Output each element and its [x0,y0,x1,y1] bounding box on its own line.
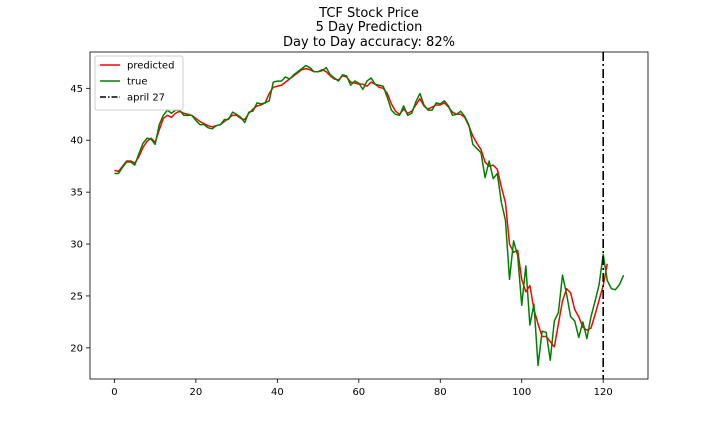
x-tick-label: 0 [111,387,117,398]
chart-title-line-2: 5 Day Prediction [316,20,423,35]
legend-label-april-27: april 27 [127,93,165,104]
y-tick-label: 45 [70,84,83,95]
legend-label-true: true [127,77,148,88]
series-line-true [114,64,625,367]
plot-area [114,52,625,379]
x-tick-label: 40 [271,387,284,398]
y-tick-label: 40 [70,136,83,147]
legend: predicted true april 27 [94,55,184,111]
x-tick-label: 100 [512,387,531,398]
x-tick-label: 120 [594,387,613,398]
chart-title: TCF Stock Price 5 Day Prediction Day to … [283,6,455,50]
series-line-predicted [114,67,609,348]
axes: 0 20 40 60 80 100 120 20 25 30 35 40 45 [70,51,649,398]
x-tick-label: 60 [352,387,365,398]
chart-title-line-1: TCF Stock Price [318,6,419,21]
plot-frame [89,51,649,380]
chart-title-line-3: Day to Day accuracy: 82% [283,35,455,50]
y-tick-label: 25 [70,291,83,302]
y-tick-label: 35 [70,188,83,199]
y-tick-label: 30 [70,240,83,251]
x-tick-label: 20 [190,387,203,398]
x-tick-label: 80 [434,387,447,398]
y-tick-label: 20 [70,343,83,354]
legend-label-predicted: predicted [127,61,174,72]
